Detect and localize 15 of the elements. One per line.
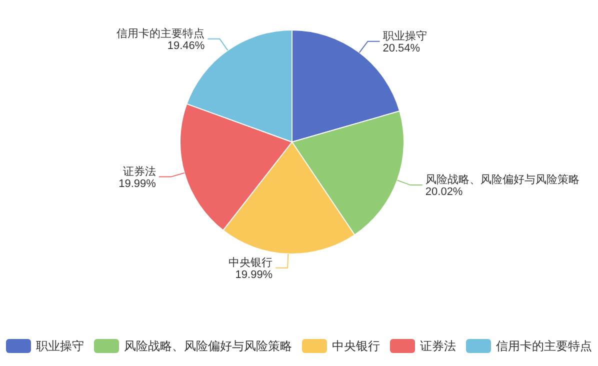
slice-label: 证券法 xyxy=(122,164,156,178)
slice-label: 风险战略、风险偏好与风险策略 xyxy=(425,173,580,186)
legend-label: 职业操守 xyxy=(36,339,84,353)
slice-label: 信用卡的主要特点 xyxy=(116,26,205,40)
legend-label: 中央银行 xyxy=(332,339,380,353)
legend-label: 证券法 xyxy=(420,339,456,353)
data-label: 19.99% xyxy=(118,178,156,190)
legend-label: 信用卡的主要特点 xyxy=(496,339,592,353)
data-label: 20.02% xyxy=(425,186,463,198)
slice-label: 职业操守 xyxy=(382,29,427,42)
legend-label: 风险战略、风险偏好与风险策略 xyxy=(124,339,292,353)
data-label: 20.54% xyxy=(382,42,420,54)
data-label: 19.46% xyxy=(167,40,205,52)
slice-label: 中央银行 xyxy=(228,256,273,269)
data-label: 19.99% xyxy=(235,268,273,281)
